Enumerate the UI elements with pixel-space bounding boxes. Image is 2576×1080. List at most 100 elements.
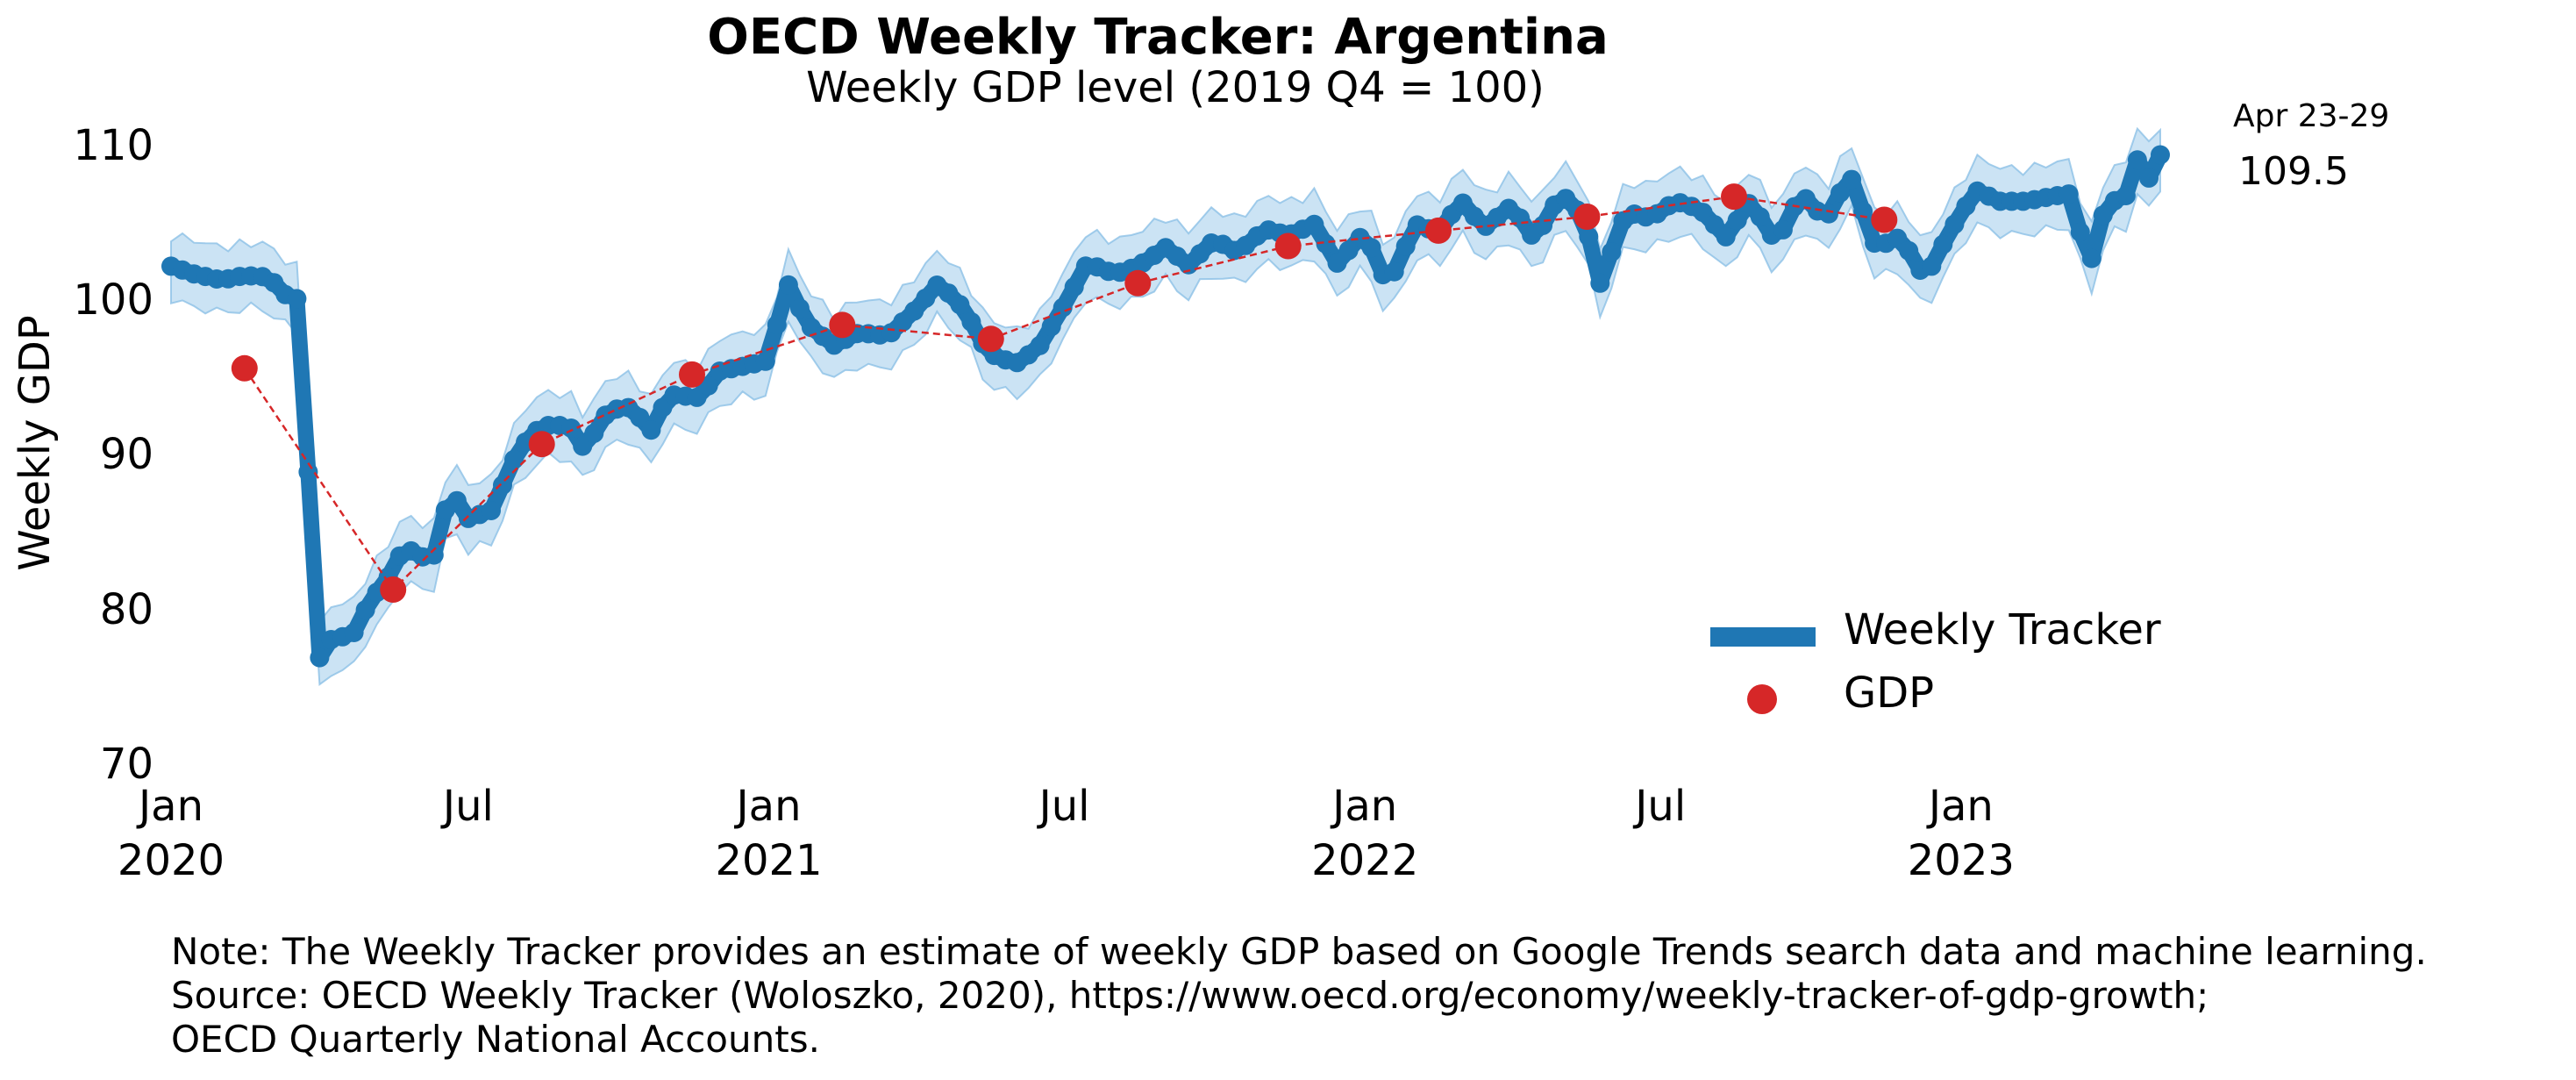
tracker-point (1384, 261, 1404, 282)
tracker-point (1590, 273, 1610, 293)
x-tick-label: Jan 2023 (1907, 782, 2015, 885)
tracker-point (1579, 226, 1599, 247)
chart-subtitle: Weekly GDP level (2019 Q4 = 100) (806, 63, 1545, 112)
tracker-point (1064, 277, 1084, 297)
tracker-point (1887, 228, 1908, 248)
tracker-point (1533, 215, 1553, 235)
tracker-point (310, 647, 330, 668)
tracker-point (2070, 222, 2090, 242)
tracker-point (573, 436, 593, 456)
y-tick-label: 100 (73, 275, 153, 325)
tracker-point (1693, 203, 1713, 223)
tracker-point (653, 397, 673, 418)
gdp-points (231, 183, 1898, 603)
tracker-point (950, 295, 970, 315)
tracker-point (1041, 317, 1061, 337)
legend-item-weekly-tracker: Weekly Tracker (1702, 605, 2245, 669)
tracker-point (1750, 207, 1770, 227)
note-line-3: OECD Quarterly National Accounts. (171, 1018, 820, 1061)
y-tick-label: 110 (73, 120, 153, 170)
x-tick-label: Jan 2021 (715, 782, 823, 885)
tracker-point (344, 623, 364, 642)
tracker-point (1956, 196, 1976, 216)
gdp-point (380, 576, 407, 603)
gdp-point (231, 354, 258, 382)
gdp-point (1124, 269, 1152, 297)
gdp-point (1274, 232, 1302, 260)
tracker-point (1510, 208, 1531, 228)
tracker-point (1795, 189, 1816, 209)
tracker-point (1819, 204, 1838, 224)
tracker-point (298, 462, 318, 482)
tracker-point (755, 351, 775, 371)
y-tick-label: 70 (99, 740, 153, 789)
gdp-point (679, 361, 705, 388)
tracker-point (1304, 214, 1324, 234)
gdp-point (1425, 217, 1452, 244)
legend-gdp-label: GDP (1844, 669, 1935, 718)
tracker-point (493, 476, 512, 495)
tracker-point (2059, 184, 2079, 204)
tracker-point (2127, 150, 2147, 170)
tracker-point (1933, 234, 1953, 254)
tracker-point (1830, 182, 1850, 203)
chart-title: OECD Weekly Tracker: Argentina (707, 9, 1609, 66)
x-tick-label: Jul (1038, 782, 1090, 831)
tracker-point (1338, 240, 1359, 261)
tracker-point (1727, 211, 1747, 230)
legend-tracker-label: Weekly Tracker (1844, 605, 2161, 654)
tracker-point (904, 301, 924, 321)
note-line-2: Source: OECD Weekly Tracker (Woloszko, 2… (171, 974, 2209, 1017)
y-tick-label: 80 (99, 584, 153, 634)
tracker-point (767, 315, 787, 335)
tracker-point (916, 288, 936, 308)
x-tick-label: Jan 2022 (1311, 782, 1419, 885)
tracker-point (1773, 219, 1793, 240)
tracker-point (482, 501, 501, 520)
legend-tracker-swatch (1710, 627, 1816, 647)
gdp-dashed-line (243, 195, 1885, 591)
legend-gdp-swatch (1747, 684, 1777, 714)
y-tick-label: 90 (99, 430, 153, 480)
tracker-point (2093, 205, 2113, 225)
tracker-point (264, 273, 284, 293)
tracker-point (1316, 233, 1336, 254)
gdp-point (829, 311, 856, 339)
tracker-point (1716, 226, 1736, 247)
x-tick-label: Jan 2020 (117, 782, 225, 885)
tracker-point (961, 311, 981, 332)
tracker-point (1944, 214, 1965, 234)
tracker-point (1361, 238, 1381, 258)
tracker-point (1395, 236, 1416, 256)
tracker-point (2116, 186, 2136, 205)
tracker-point (1922, 256, 1942, 276)
tracker-point (778, 275, 798, 295)
tracker-point (1853, 201, 1873, 221)
tracker-point (1842, 169, 1862, 190)
tracker-point (1704, 215, 1724, 234)
tracker-point (789, 298, 810, 318)
note-line-1: Note: The Weekly Tracker provides an est… (171, 930, 2427, 973)
tracker-point (1602, 242, 1622, 262)
tracker-point (446, 490, 467, 511)
tracker-point (2081, 248, 2101, 268)
gdp-point (528, 431, 555, 458)
last-point-label: Apr 23-29 (2233, 98, 2390, 134)
tracker-point (2139, 168, 2159, 188)
tracker-point (424, 545, 444, 565)
gdp-point (977, 325, 1004, 353)
last-point-value: 109.5 (2238, 149, 2349, 194)
gdp-point (1721, 183, 1747, 211)
tracker-point (504, 449, 524, 469)
tracker-point (584, 423, 604, 443)
x-tick-label: Jul (442, 782, 494, 831)
gdp-point (1871, 206, 1898, 233)
tracker-point (287, 289, 307, 309)
tracker-point (2151, 145, 2170, 165)
tracker-point (561, 418, 582, 438)
tracker-point (641, 420, 661, 440)
footnote: Note: The Weekly Tracker provides an est… (171, 930, 2427, 1062)
tracker-point (1452, 193, 1473, 213)
gdp-point (1573, 204, 1601, 230)
